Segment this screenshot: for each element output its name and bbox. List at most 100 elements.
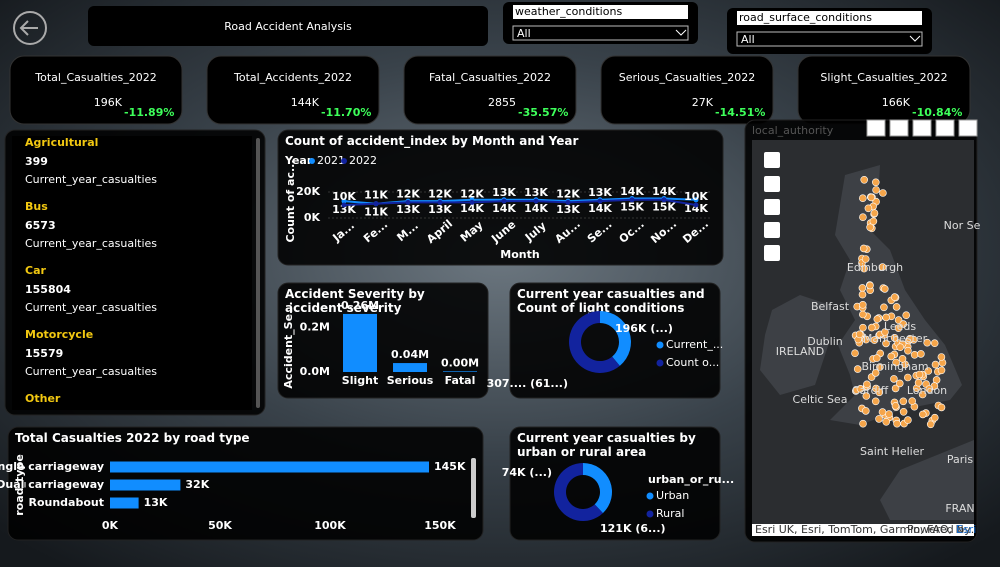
- map-point[interactable]: [906, 334, 914, 343]
- map-point[interactable]: [890, 293, 899, 301]
- y-axis-label: Count of ac...: [284, 159, 297, 242]
- map-tool[interactable]: [764, 245, 780, 261]
- esri-link[interactable]: Esri: [956, 523, 976, 536]
- map-point[interactable]: [899, 407, 908, 416]
- map-point[interactable]: [872, 186, 880, 194]
- map-point[interactable]: [891, 402, 900, 410]
- map-point[interactable]: [898, 354, 907, 363]
- title-box: [88, 6, 488, 46]
- map-point[interactable]: [867, 323, 876, 332]
- map-tool[interactable]: [764, 222, 780, 238]
- map-point[interactable]: [904, 346, 912, 355]
- map-point[interactable]: [880, 285, 889, 293]
- map-point[interactable]: [870, 209, 879, 217]
- map-point[interactable]: [917, 350, 925, 358]
- map-point[interactable]: [923, 338, 932, 347]
- map-point[interactable]: [861, 255, 870, 263]
- map-point[interactable]: [890, 333, 899, 342]
- map-point[interactable]: [859, 213, 867, 221]
- map-point[interactable]: [867, 193, 876, 202]
- map-point[interactable]: [858, 194, 867, 202]
- map-point[interactable]: [860, 176, 869, 184]
- map-toolbar-button[interactable]: [912, 119, 932, 137]
- map-point[interactable]: [899, 320, 908, 328]
- map-point[interactable]: [871, 178, 880, 187]
- map-point[interactable]: [902, 311, 911, 320]
- map-point[interactable]: [881, 328, 889, 336]
- map-point[interactable]: [875, 415, 883, 423]
- map-tool[interactable]: [764, 199, 780, 215]
- map-tool[interactable]: [764, 152, 780, 168]
- map-point[interactable]: [895, 379, 904, 388]
- map-point[interactable]: [892, 303, 901, 311]
- map-point[interactable]: [855, 330, 864, 339]
- map-point[interactable]: [876, 363, 884, 371]
- map-point[interactable]: [861, 407, 870, 415]
- map-point[interactable]: [862, 392, 871, 400]
- map-point[interactable]: [863, 380, 871, 389]
- map-toolbar-button[interactable]: [935, 119, 955, 137]
- map-point[interactable]: [870, 336, 879, 344]
- map-point[interactable]: [859, 244, 868, 253]
- map-point[interactable]: [866, 223, 874, 232]
- map-point[interactable]: [880, 303, 888, 312]
- map-point[interactable]: [878, 408, 887, 416]
- map-point[interactable]: [904, 416, 912, 424]
- map-point[interactable]: [871, 369, 880, 377]
- map-point[interactable]: [862, 335, 870, 344]
- map-point[interactable]: [887, 352, 896, 361]
- map-point[interactable]: [937, 403, 946, 412]
- map-point[interactable]: [872, 384, 880, 393]
- map-tool[interactable]: [764, 176, 780, 192]
- map-point[interactable]: [882, 417, 891, 426]
- map-point[interactable]: [896, 343, 905, 352]
- map-point[interactable]: [937, 366, 946, 375]
- map-point[interactable]: [937, 353, 946, 361]
- map-point[interactable]: [859, 323, 867, 332]
- map-point[interactable]: [885, 410, 893, 418]
- map-point[interactable]: [930, 413, 939, 422]
- map-point[interactable]: [858, 300, 867, 309]
- map-point[interactable]: [926, 420, 935, 429]
- map-point[interactable]: [859, 419, 867, 428]
- map-point[interactable]: [908, 397, 917, 405]
- map-point[interactable]: [872, 354, 881, 362]
- map-point[interactable]: [851, 349, 859, 358]
- vehicle-list: [12, 136, 252, 410]
- map-point[interactable]: [879, 189, 887, 197]
- map-point[interactable]: [915, 370, 924, 379]
- map-point[interactable]: [910, 350, 919, 359]
- map-point[interactable]: [890, 375, 898, 383]
- map-point[interactable]: [858, 284, 867, 292]
- map-point[interactable]: [893, 419, 901, 428]
- map-point[interactable]: [873, 315, 882, 323]
- map-point[interactable]: [918, 410, 927, 419]
- map-point[interactable]: [869, 217, 878, 226]
- map-point[interactable]: [864, 204, 873, 213]
- map-toolbar-button[interactable]: [889, 119, 909, 137]
- map-point[interactable]: [858, 310, 867, 319]
- map-point[interactable]: [903, 373, 912, 382]
- map-point[interactable]: [853, 365, 862, 373]
- map-point[interactable]: [892, 358, 900, 367]
- slicer-dropdown[interactable]: [736, 31, 923, 47]
- map-point[interactable]: [871, 397, 880, 406]
- map-point[interactable]: [925, 385, 934, 393]
- map-toolbar-button[interactable]: [958, 119, 978, 137]
- map-point[interactable]: [858, 290, 867, 299]
- map-point[interactable]: [882, 339, 890, 348]
- map-point[interactable]: [931, 360, 940, 369]
- back-button[interactable]: [13, 11, 47, 45]
- slicer-dropdown[interactable]: [512, 25, 689, 41]
- map-point[interactable]: [878, 263, 887, 271]
- map-point[interactable]: [924, 367, 933, 375]
- map-point[interactable]: [894, 324, 903, 333]
- map-point[interactable]: [891, 384, 900, 393]
- map-point[interactable]: [918, 390, 927, 399]
- map-point[interactable]: [882, 313, 890, 322]
- map-toolbar-button[interactable]: [866, 119, 886, 137]
- map-point[interactable]: [899, 397, 908, 406]
- map-point[interactable]: [914, 378, 923, 387]
- map-point[interactable]: [866, 281, 874, 290]
- map-point[interactable]: [930, 339, 939, 348]
